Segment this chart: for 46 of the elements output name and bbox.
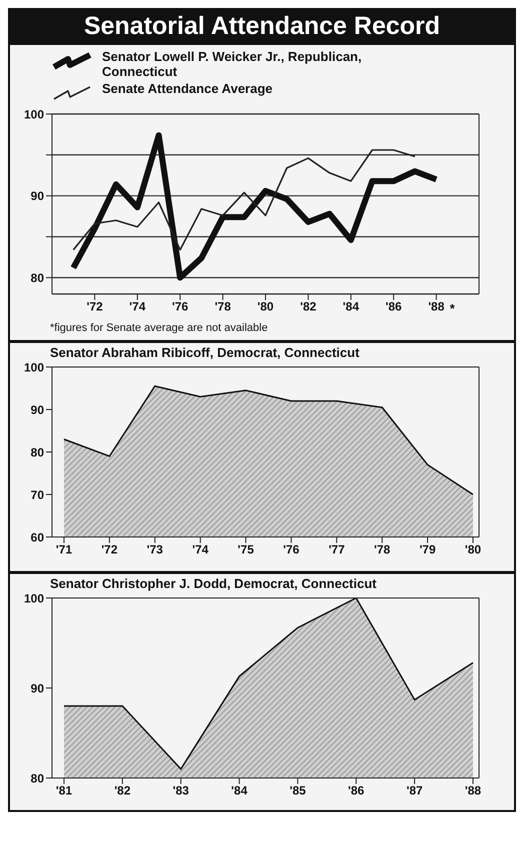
x-tick-label: '77 bbox=[328, 542, 346, 557]
x-tick-label: '86 bbox=[386, 300, 402, 314]
x-tick-label: '76 bbox=[172, 300, 189, 314]
x-tick-label: '84 bbox=[342, 300, 360, 314]
x-tick-label: '85 bbox=[290, 784, 306, 798]
x-tick-label: '74 bbox=[129, 300, 146, 314]
legend-label: Senate Attendance Average bbox=[102, 81, 274, 96]
x-tick-label: '72 bbox=[101, 542, 118, 557]
y-tick-label: 80 bbox=[30, 445, 44, 460]
x-tick-label: '82 bbox=[114, 784, 131, 798]
x-tick-label: '71 bbox=[56, 542, 72, 557]
y-tick-label: 90 bbox=[30, 189, 44, 204]
x-tick-label: '74 bbox=[192, 542, 209, 557]
x-tick-label: '73 bbox=[146, 542, 164, 557]
x-tick-label: '83 bbox=[172, 784, 190, 798]
x-tick-label: '87 bbox=[406, 784, 423, 798]
x-tick-label: '82 bbox=[300, 300, 317, 314]
x-tick-label: '86 bbox=[348, 784, 365, 798]
x-tick-label: '76 bbox=[283, 542, 300, 557]
y-tick-label: 70 bbox=[30, 488, 44, 502]
y-tick-label: 100 bbox=[24, 107, 44, 122]
x-tick-label: '88 bbox=[428, 300, 445, 314]
chart-title: Senatorial Attendance Record bbox=[10, 10, 514, 45]
y-tick-label: 100 bbox=[24, 360, 44, 374]
y-tick-label: 80 bbox=[30, 270, 44, 285]
x-tick-label: '78 bbox=[214, 300, 232, 314]
y-tick-label: 60 bbox=[30, 530, 44, 544]
x-tick-label: '80 bbox=[257, 300, 274, 314]
x-tick-label: '78 bbox=[374, 542, 391, 557]
chart-title: Senator Abraham Ribicoff, Democrat, Connecticut bbox=[49, 345, 360, 360]
y-tick-label: 80 bbox=[30, 771, 44, 786]
x-tick-label: '81 bbox=[56, 784, 72, 798]
y-tick-label: 90 bbox=[30, 681, 44, 696]
x-tick-label: '79 bbox=[419, 542, 436, 557]
x-tick-label: '75 bbox=[238, 542, 254, 557]
x-tick-label: '80 bbox=[464, 542, 482, 557]
y-tick-label: 100 bbox=[24, 591, 44, 606]
chart-title: Senator Christopher J. Dodd, Democrat, Connecticut bbox=[49, 576, 378, 591]
text: * bbox=[450, 301, 456, 316]
y-tick-label: 90 bbox=[30, 402, 44, 417]
line-series bbox=[72, 149, 416, 251]
legend-label: Senator Lowell P. Weicker Jr., Republican, Connecticut bbox=[102, 49, 363, 79]
text: *figures for Senate average are not available bbox=[49, 322, 269, 334]
x-tick-label: '88 bbox=[464, 784, 482, 798]
x-tick-label: '84 bbox=[231, 784, 248, 798]
x-tick-label: '72 bbox=[86, 300, 104, 314]
